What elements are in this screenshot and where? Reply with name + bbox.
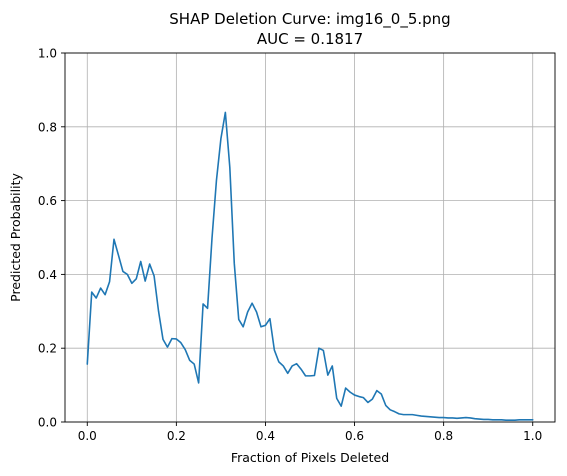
y-tick-label: 0.0 — [38, 416, 57, 430]
x-tick-label: 1.0 — [523, 429, 542, 443]
x-axis-label: Fraction of Pixels Deleted — [231, 450, 389, 465]
x-tick-label: 0.0 — [78, 429, 97, 443]
plot-frame — [64, 52, 556, 423]
x-tick-label: 0.6 — [345, 429, 364, 443]
y-axis-label: Predicted Probability — [8, 173, 23, 302]
series-line — [86, 111, 534, 421]
x-tick-label: 0.8 — [434, 429, 453, 443]
y-tick-label: 0.2 — [38, 342, 57, 356]
y-tick-label: 0.8 — [38, 120, 57, 134]
axis-ticks: 0.0 0.2 0.4 0.6 0.8 1.0 0.0 0.2 0.4 0.6 0.8 1.0 — [38, 47, 542, 444]
y-tick-label: 0.6 — [38, 194, 57, 208]
x-tick-label: 0.2 — [167, 429, 186, 443]
series-layer — [86, 111, 534, 421]
y-tick-label: 1.0 — [38, 47, 57, 61]
y-tick-label: 0.4 — [38, 268, 57, 282]
chart-subtitle: AUC = 0.1817 — [257, 30, 363, 48]
x-tick-label: 0.4 — [256, 429, 275, 443]
chart-title: SHAP Deletion Curve: img16_0_5.png — [169, 10, 450, 29]
